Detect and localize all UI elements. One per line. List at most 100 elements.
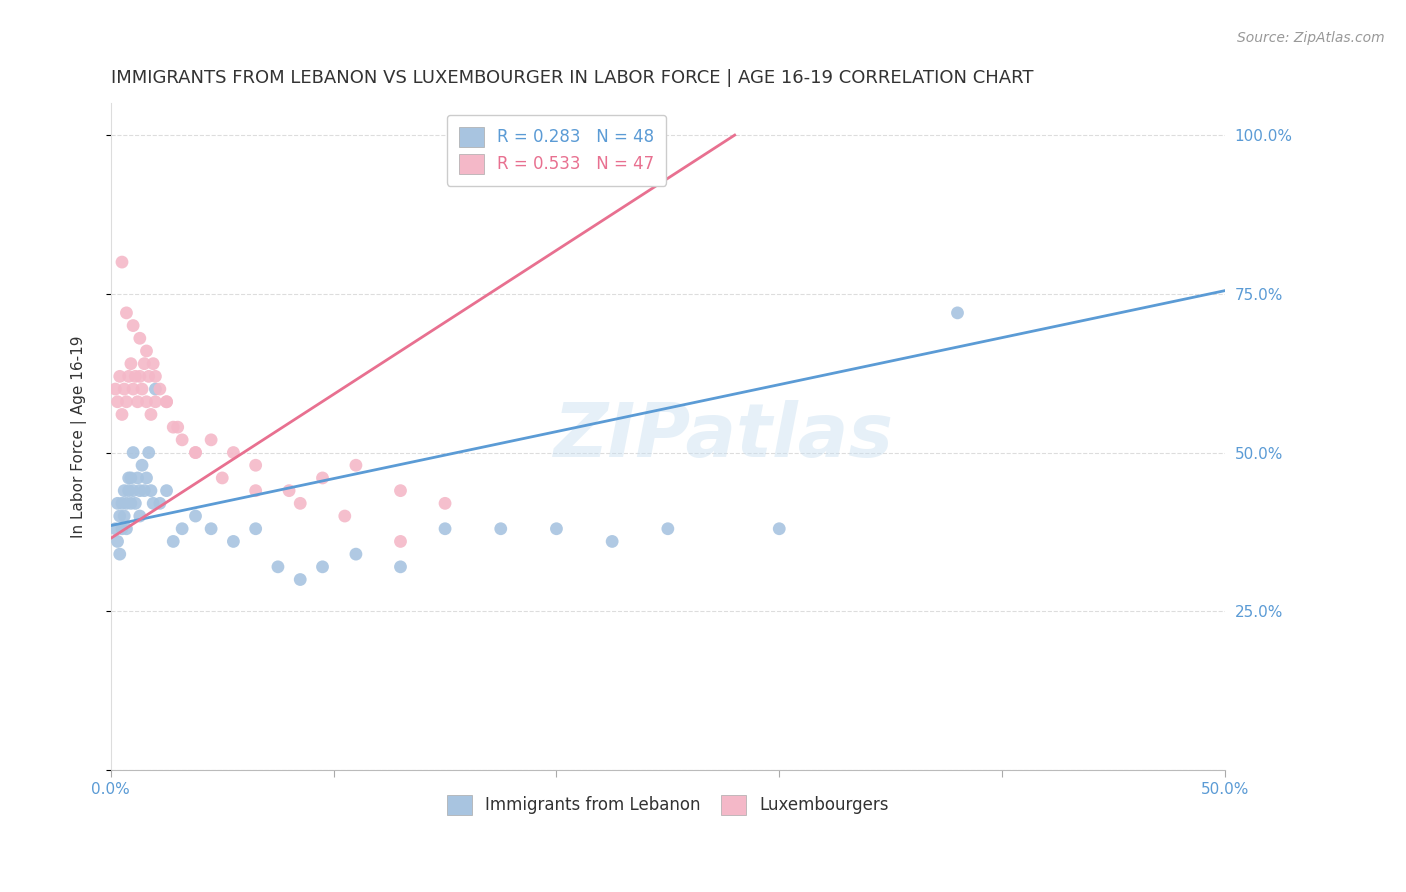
Point [118,471,141,485]
Point [128,483,150,498]
Point [124,496,146,510]
Point [115,496,138,510]
Point [389,559,412,574]
Point [145,394,167,409]
Point [142,357,165,371]
Point [311,559,333,574]
Point [111,408,134,422]
Point [104,522,127,536]
Point [135,343,157,358]
Point [127,471,149,485]
Y-axis label: In Labor Force | Age 16-19: In Labor Force | Age 16-19 [72,335,87,538]
Point [200,433,222,447]
Point [128,509,150,524]
Point [456,153,478,168]
Point [139,408,162,422]
Point [108,369,131,384]
Point [108,547,131,561]
Point [131,458,153,473]
Point [245,483,267,498]
Point [344,547,367,561]
Point [107,534,129,549]
Point [112,382,135,396]
Point [115,394,138,409]
Point [222,534,245,549]
Point [128,369,150,384]
Point [149,382,172,396]
Point [122,483,145,498]
Point [657,522,679,536]
Text: Source: ZipAtlas.com: Source: ZipAtlas.com [1237,31,1385,45]
Point [134,357,156,371]
Point [138,369,160,384]
Point [145,382,167,396]
Point [149,496,172,510]
Point [768,522,790,536]
Point [546,522,568,536]
Point [138,445,160,459]
Point [124,369,146,384]
Point [107,496,129,510]
Point [184,509,207,524]
Point [120,496,142,510]
Point [278,483,301,498]
Point [333,509,356,524]
Point [115,522,138,536]
Point [344,458,367,473]
Point [112,509,135,524]
Point [211,471,233,485]
Point [111,522,134,536]
Point [389,483,412,498]
Text: IMMIGRANTS FROM LEBANON VS LUXEMBOURGER IN LABOR FORCE | AGE 16-19 CORRELATION C: IMMIGRANTS FROM LEBANON VS LUXEMBOURGER … [111,69,1033,87]
Point [434,522,457,536]
Point [104,382,127,396]
Point [131,382,153,396]
Point [155,483,177,498]
Point [600,534,623,549]
Point [166,420,188,434]
Point [111,496,134,510]
Point [245,458,267,473]
Point [489,522,512,536]
Point [112,483,135,498]
Point [290,573,312,587]
Point [115,306,138,320]
Point [245,522,267,536]
Point [118,369,141,384]
Point [162,534,184,549]
Point [389,534,412,549]
Point [311,471,333,485]
Text: ZIPatlas: ZIPatlas [554,401,894,473]
Point [108,509,131,524]
Point [139,483,162,498]
Point [200,522,222,536]
Point [184,445,207,459]
Point [155,394,177,409]
Point [122,445,145,459]
Point [122,318,145,333]
Point [107,394,129,409]
Point [145,369,167,384]
Point [127,394,149,409]
Point [434,496,457,510]
Point [142,496,165,510]
Point [162,420,184,434]
Point [111,255,134,269]
Point [134,483,156,498]
Point [172,433,194,447]
Point [135,471,157,485]
Point [267,559,290,574]
Point [155,394,177,409]
Point [290,496,312,510]
Point [118,483,141,498]
Point [120,357,142,371]
Legend: Immigrants from Lebanon, Luxembourgers: Immigrants from Lebanon, Luxembourgers [440,788,896,822]
Point [946,306,969,320]
Point [135,394,157,409]
Point [222,445,245,459]
Point [122,382,145,396]
Point [120,471,142,485]
Point [184,445,207,459]
Point [172,522,194,536]
Point [128,331,150,345]
